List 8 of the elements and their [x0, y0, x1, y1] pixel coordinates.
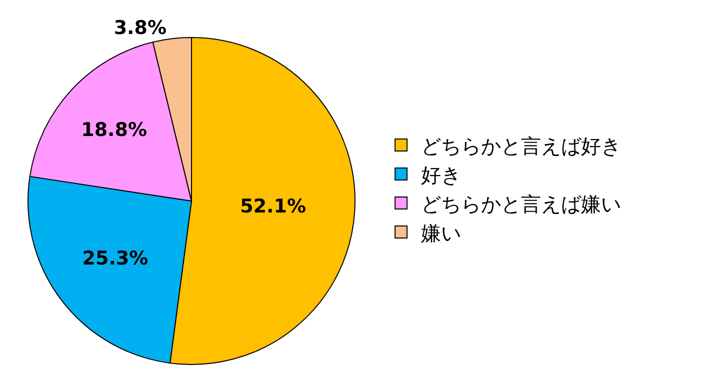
- data-label: 25.3%: [82, 247, 148, 270]
- legend-label: どちらかと言えば好き: [421, 134, 622, 158]
- legend-label: 好き: [421, 162, 462, 187]
- legend-label: どちらかと言えば嫌い: [421, 192, 622, 216]
- data-label: 18.8%: [81, 119, 148, 142]
- data-label: 3.8%: [114, 16, 167, 39]
- data-label: 52.1%: [240, 195, 306, 218]
- legend-label: 嫌い: [421, 220, 462, 245]
